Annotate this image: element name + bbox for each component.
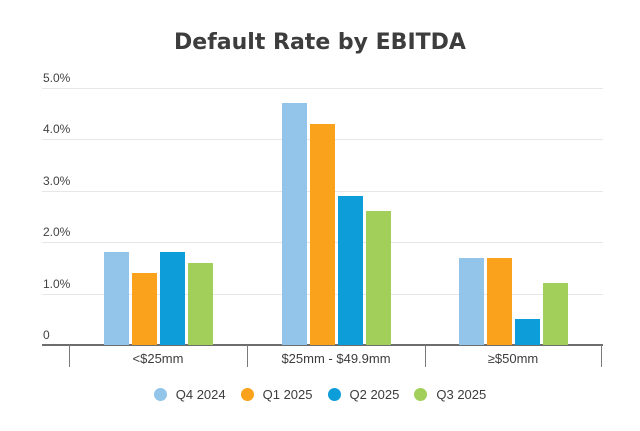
y-axis-tick-label: 4.0% bbox=[43, 122, 71, 137]
bar-q3-2025 bbox=[187, 262, 213, 345]
bar-q1-2025 bbox=[131, 273, 157, 345]
y-axis-tick-label: 2.0% bbox=[43, 225, 71, 240]
bar-q2-2025 bbox=[514, 319, 540, 345]
bar-q2-2025 bbox=[337, 195, 363, 345]
x-axis-tick bbox=[425, 345, 426, 367]
legend-swatch-icon bbox=[153, 388, 167, 401]
bar-q2-2025 bbox=[159, 252, 185, 345]
legend-label: Q4 2024 bbox=[175, 387, 226, 402]
legend-swatch-icon bbox=[240, 388, 254, 401]
legend-item: Q2 2025 bbox=[327, 387, 400, 402]
x-axis-category-label: ≥$50mm bbox=[487, 351, 539, 366]
legend-label: Q1 2025 bbox=[262, 387, 313, 402]
x-axis-line bbox=[42, 344, 603, 346]
y-axis-tick-label: 1.0% bbox=[43, 276, 71, 291]
bar-q3-2025 bbox=[542, 283, 568, 345]
legend-item: Q1 2025 bbox=[240, 387, 313, 402]
x-axis-tick bbox=[601, 345, 602, 367]
bar-q4-2024 bbox=[281, 103, 307, 345]
x-axis-category-label: <$25mm bbox=[132, 351, 184, 366]
chart-title: Default Rate by EBITDA bbox=[174, 30, 466, 55]
bar-q4-2024 bbox=[103, 252, 129, 345]
legend-item: Q3 2025 bbox=[414, 387, 486, 402]
legend-swatch-icon bbox=[414, 388, 428, 401]
bar-q1-2025 bbox=[486, 257, 512, 345]
bar-q4-2024 bbox=[458, 257, 484, 345]
legend: Q4 2024 Q1 2025 Q2 2025 Q3 2025 bbox=[0, 387, 640, 402]
x-axis-tick bbox=[69, 345, 70, 367]
x-axis-category-label: $25mm - $49.9mm bbox=[281, 351, 391, 366]
legend-label: Q3 2025 bbox=[436, 387, 487, 402]
legend-label: Q2 2025 bbox=[349, 387, 400, 402]
gridline bbox=[42, 88, 603, 89]
bar-q1-2025 bbox=[309, 123, 335, 345]
y-axis-tick-label: 0 bbox=[43, 328, 50, 342]
bar-q3-2025 bbox=[365, 211, 391, 345]
y-axis-tick-label: 3.0% bbox=[43, 173, 71, 188]
legend-swatch-icon bbox=[327, 388, 341, 401]
y-axis-tick-label: 5.0% bbox=[43, 71, 71, 85]
x-axis-tick bbox=[247, 345, 248, 367]
legend-item: Q4 2024 bbox=[153, 387, 226, 402]
